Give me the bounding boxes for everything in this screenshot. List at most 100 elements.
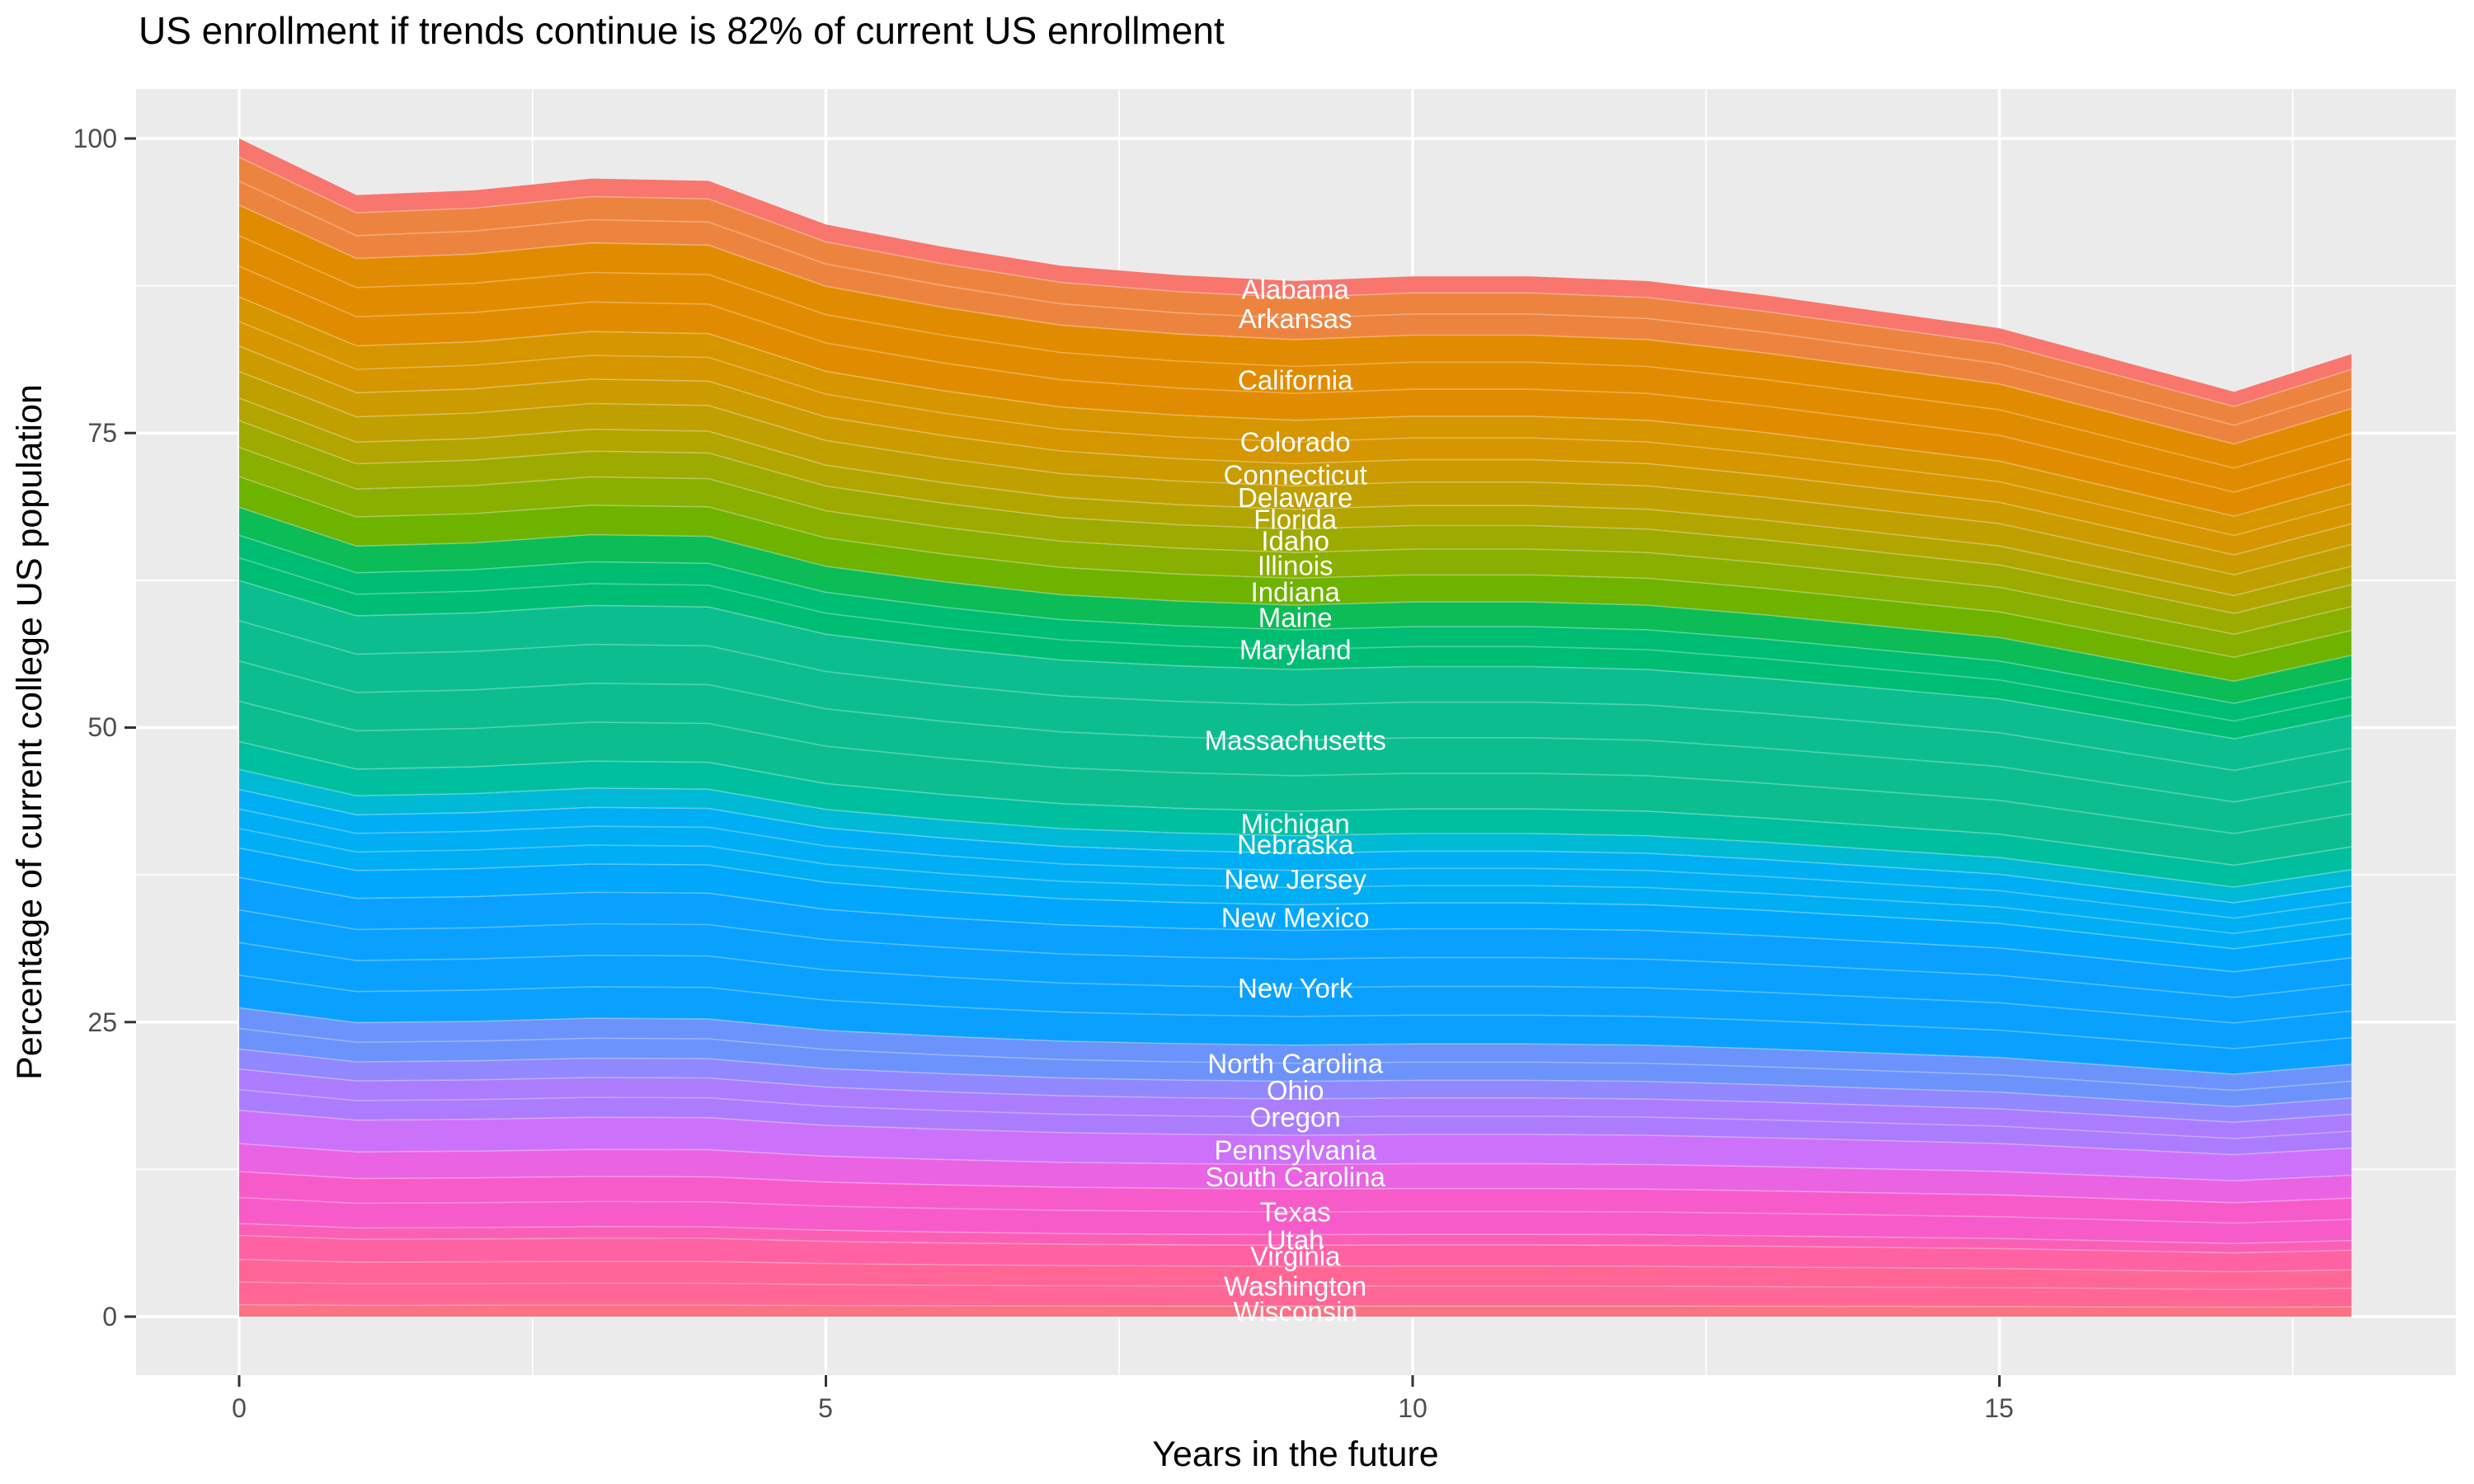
band-boundary-hairline [238,506,2352,683]
area-band-alabama [239,139,2352,406]
state-label-utah: Utah [1267,1225,1324,1256]
area-band-maine [239,507,2352,703]
area-band-nebraska [239,769,2352,904]
area-band-massachusetts [239,580,2352,866]
y-tick-label-50: 50 [87,712,117,742]
state-label-ohio: Ohio [1267,1075,1324,1106]
band-boundary-hairline [238,1143,2352,1182]
state-label-maryland: Maryland [1239,635,1352,665]
area-band-south-carolina [239,1144,2352,1203]
band-boundary-hairline [238,1223,2352,1245]
state-label-nebraska: Nebraska [1237,829,1354,860]
band-boundary-hairline [238,808,2352,919]
area-band-connecticut [239,345,2352,575]
band-boundary-hairline [238,446,2352,636]
area-band-north-carolina [239,1007,2352,1107]
area-band-california [239,204,2352,517]
area-band-idaho [239,420,2352,635]
area-band-new-mexico [239,848,2352,972]
band-boundary-hairline [238,974,2352,1050]
x-tick-label-0: 0 [232,1393,247,1423]
state-label-washington: Washington [1224,1271,1366,1302]
state-label-new-mexico: New Mexico [1221,903,1370,933]
area-band-new-york [239,877,2352,1074]
area-band-maryland [239,535,2352,740]
y-tick-label-75: 75 [87,418,117,448]
band-boundary-hairline [238,534,2352,704]
band-boundary-hairline [238,1303,2352,1308]
band-boundary-hairline [238,235,2352,469]
band-boundary-hairline [238,321,2352,537]
state-label-massachusetts: Massachusetts [1205,726,1386,756]
state-label-arkansas: Arkansas [1239,303,1352,334]
area-band-illinois [239,447,2352,658]
area-band-texas [239,1172,2352,1244]
area-band-florida [239,397,2352,613]
band-boundary-hairline [238,556,2352,722]
band-boundary-hairline [238,1196,2352,1224]
band-boundary-hairline [238,265,2352,493]
band-boundary-hairline [238,1171,2352,1204]
y-tick-label-0: 0 [102,1302,117,1331]
x-tick-label-5: 5 [818,1393,833,1423]
state-label-idaho: Idaho [1261,526,1329,556]
band-boundary-hairline [238,768,2352,888]
area-band-new-jersey [239,789,2352,949]
state-label-illinois: Illinois [1258,550,1333,580]
y-tick-label-25: 25 [87,1007,117,1037]
band-boundary-hairline [238,397,2352,597]
band-boundary-hairline [238,700,2352,834]
band-boundary-hairline [238,204,2352,445]
band-boundary-hairline [238,1258,2352,1273]
band-boundary-hairline [238,296,2352,517]
state-label-connecticut: Connecticut [1224,459,1367,490]
band-boundary-hairline [238,1068,2352,1124]
state-label-wisconsin: Wisconsin [1234,1296,1357,1327]
area-band-wisconsin [239,1304,2352,1317]
band-boundary-hairline [238,1027,2352,1092]
band-boundary-hairline [238,156,2352,407]
state-label-south-carolina: South Carolina [1206,1162,1386,1192]
band-boundary-hairline [238,1281,2352,1290]
band-boundary-hairline [238,828,2352,935]
band-boundary-hairline [238,620,2352,772]
chart-title: US enrollment if trends continue is 82% … [139,9,1225,52]
band-boundary-hairline [238,345,2352,556]
state-label-pennsylvania: Pennsylvania [1215,1134,1377,1165]
band-boundary-hairline [238,660,2352,803]
band-boundary-hairline [238,942,2352,1024]
state-label-new-york: New York [1238,973,1353,1003]
state-label-oregon: Oregon [1250,1102,1341,1133]
area-band-oregon [239,1068,2352,1155]
area-band-virginia [239,1235,2352,1272]
area-band-utah [239,1223,2352,1253]
area-band-indiana [239,477,2352,682]
state-label-delaware: Delaware [1238,482,1352,513]
state-label-north-carolina: North Carolina [1207,1048,1383,1078]
x-tick-label-10: 10 [1398,1393,1427,1423]
y-tick-label-100: 100 [73,124,117,153]
band-boundary-hairline [238,1109,2352,1156]
state-label-maine: Maine [1258,603,1333,633]
state-label-virginia: Virginia [1250,1241,1341,1271]
band-boundary-hairline [238,180,2352,426]
state-label-indiana: Indiana [1251,576,1341,607]
band-boundary-hairline [238,876,2352,973]
area-band-pennsylvania [239,1110,2352,1181]
area-band-michigan [239,741,2352,887]
band-boundary-hairline [238,1007,2352,1075]
state-label-alabama: Alabama [1242,274,1350,304]
band-boundary-hairline [238,740,2352,866]
state-label-california: California [1238,364,1353,395]
area-band-ohio [239,1049,2352,1123]
band-boundary-hairline [238,1048,2352,1108]
area-band-washington [239,1259,2352,1308]
state-label-texas: Texas [1260,1197,1331,1228]
band-boundary-hairline [238,909,2352,998]
band-boundary-hairline [238,580,2352,740]
band-boundary-hairline [238,1234,2352,1254]
band-boundary-hairline [238,476,2352,659]
band-boundary-hairline [238,370,2352,575]
band-boundary-hairline [238,847,2352,950]
